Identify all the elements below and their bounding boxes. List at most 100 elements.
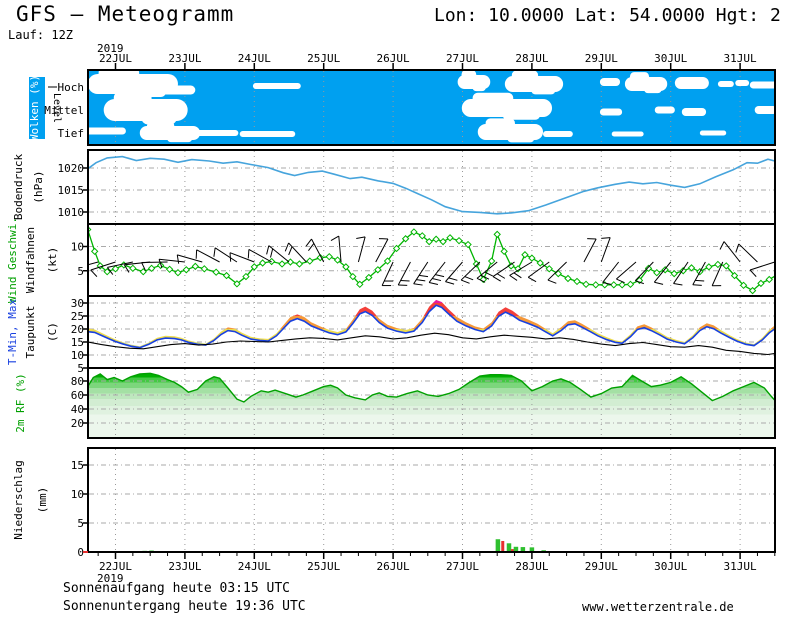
date-label-top: 31JUL bbox=[724, 52, 757, 65]
wind-barb-tick bbox=[496, 273, 506, 279]
clouds-panel-border bbox=[87, 69, 776, 146]
precip-panel: 15 10 5 0 Niederschlag (mm) bbox=[12, 447, 776, 559]
wind-marker bbox=[200, 265, 209, 273]
wind-barb bbox=[692, 261, 706, 285]
wind-marker bbox=[507, 262, 515, 270]
pressure-axis-label: Bodendruck bbox=[12, 154, 25, 221]
wind-marker bbox=[147, 264, 156, 273]
wind-barb-tick bbox=[654, 281, 664, 285]
wind-barb-tick bbox=[356, 236, 366, 239]
wind-marker bbox=[592, 281, 600, 289]
wind-marker bbox=[739, 281, 748, 290]
wind-barb bbox=[428, 261, 446, 283]
wind-marker bbox=[774, 273, 775, 275]
date-label-bottom: 22JUL bbox=[99, 560, 132, 573]
wind-barb bbox=[338, 236, 342, 263]
precip-unit-label: (mm) bbox=[36, 487, 49, 514]
wind-barb-tick bbox=[247, 249, 250, 259]
wind-marker bbox=[564, 274, 572, 283]
pressure-line bbox=[88, 155, 775, 215]
wind-barb bbox=[460, 261, 481, 281]
cloud-blob bbox=[629, 72, 650, 82]
date-label-top: 23JUL bbox=[168, 52, 201, 65]
wind-marker bbox=[722, 262, 730, 270]
wind-marker bbox=[582, 280, 590, 289]
cloud-blob bbox=[643, 84, 662, 94]
wind-marker bbox=[174, 268, 182, 277]
wind-barb-tick bbox=[601, 237, 611, 239]
wind-marker bbox=[418, 232, 426, 240]
clouds-label-background bbox=[29, 77, 45, 139]
date-label-bottom: 28JUL bbox=[515, 560, 548, 573]
header-coordinates: Lon: 10.0000 Lat: 54.0000 Hgt: 2 bbox=[434, 5, 781, 26]
wind-barb bbox=[634, 261, 654, 282]
wind-marker bbox=[212, 268, 220, 276]
date-label-bottom: 29JUL bbox=[585, 560, 618, 573]
temp-tick-label: 25 bbox=[71, 310, 84, 323]
wind-marker bbox=[487, 257, 496, 265]
cloud-blob bbox=[654, 106, 675, 114]
wind-barb bbox=[738, 243, 758, 263]
wind-barb-tick bbox=[90, 269, 98, 277]
wind-barb bbox=[107, 261, 133, 268]
precip-tick-label: 0 bbox=[77, 546, 84, 559]
cloud-blobs bbox=[88, 70, 775, 143]
wind-marker bbox=[528, 254, 536, 262]
cloud-blob bbox=[531, 84, 556, 95]
cloud-blob bbox=[141, 111, 177, 125]
humidity-area bbox=[88, 373, 775, 438]
wind-barb-tick bbox=[413, 283, 423, 286]
wind-marker bbox=[129, 264, 137, 273]
wind-barb-tick bbox=[527, 276, 537, 283]
wind-barb bbox=[602, 261, 620, 283]
wind-barb-tick bbox=[416, 279, 426, 282]
date-label-bottom: 25JUL bbox=[307, 560, 340, 573]
dewpoint-axis-label: Taupunkt bbox=[24, 306, 37, 359]
date-label-bottom: 24JUL bbox=[238, 560, 271, 573]
cloud-blob bbox=[252, 83, 301, 89]
wind-barb-tick bbox=[141, 262, 146, 271]
wind-barb-tick bbox=[284, 242, 290, 252]
precip-bars bbox=[142, 539, 658, 552]
cloud-blob bbox=[749, 81, 775, 89]
wind-barb-tick bbox=[735, 243, 740, 253]
cloud-blob bbox=[166, 133, 193, 143]
temp-tick-label: 20 bbox=[71, 323, 84, 336]
wind-marker bbox=[165, 265, 174, 274]
wind-barb-tick bbox=[330, 235, 340, 242]
date-label-top: 24JUL bbox=[238, 52, 271, 65]
date-label-top: 22JUL bbox=[99, 52, 132, 65]
cloud-blob bbox=[599, 78, 621, 86]
wind-barbs bbox=[88, 235, 775, 287]
precip-bar bbox=[513, 546, 519, 552]
wind-barb-tick bbox=[288, 246, 293, 256]
wind-barb-tick bbox=[673, 283, 683, 286]
wind-barb bbox=[583, 238, 597, 263]
precip-bar bbox=[529, 547, 535, 552]
cloud-blob bbox=[472, 92, 514, 106]
humidity-panel-border bbox=[87, 367, 776, 439]
wind-barb-tick bbox=[460, 279, 470, 284]
precip-bar bbox=[520, 547, 526, 552]
date-label-top: 25JUL bbox=[307, 52, 340, 65]
wind-barb bbox=[158, 258, 185, 263]
wind-barb bbox=[673, 261, 689, 284]
wind-marker bbox=[111, 265, 120, 273]
wind-marker bbox=[374, 266, 382, 274]
date-label-bottom: 27JUL bbox=[446, 560, 479, 573]
wind-marker bbox=[618, 281, 626, 289]
cloud-blob bbox=[461, 70, 477, 80]
wind-barb-tick bbox=[308, 243, 315, 251]
wind-speed-series bbox=[88, 226, 775, 295]
wind-marker bbox=[536, 259, 544, 267]
wind-marker bbox=[493, 230, 501, 239]
wind-barb-tick bbox=[547, 279, 557, 284]
wind-marker bbox=[349, 272, 357, 281]
dewpoint-line bbox=[88, 332, 775, 356]
cloud-blob bbox=[511, 70, 539, 82]
cloud-blob bbox=[611, 131, 644, 137]
wind-barb bbox=[177, 254, 203, 263]
cloud-blob bbox=[98, 70, 140, 81]
